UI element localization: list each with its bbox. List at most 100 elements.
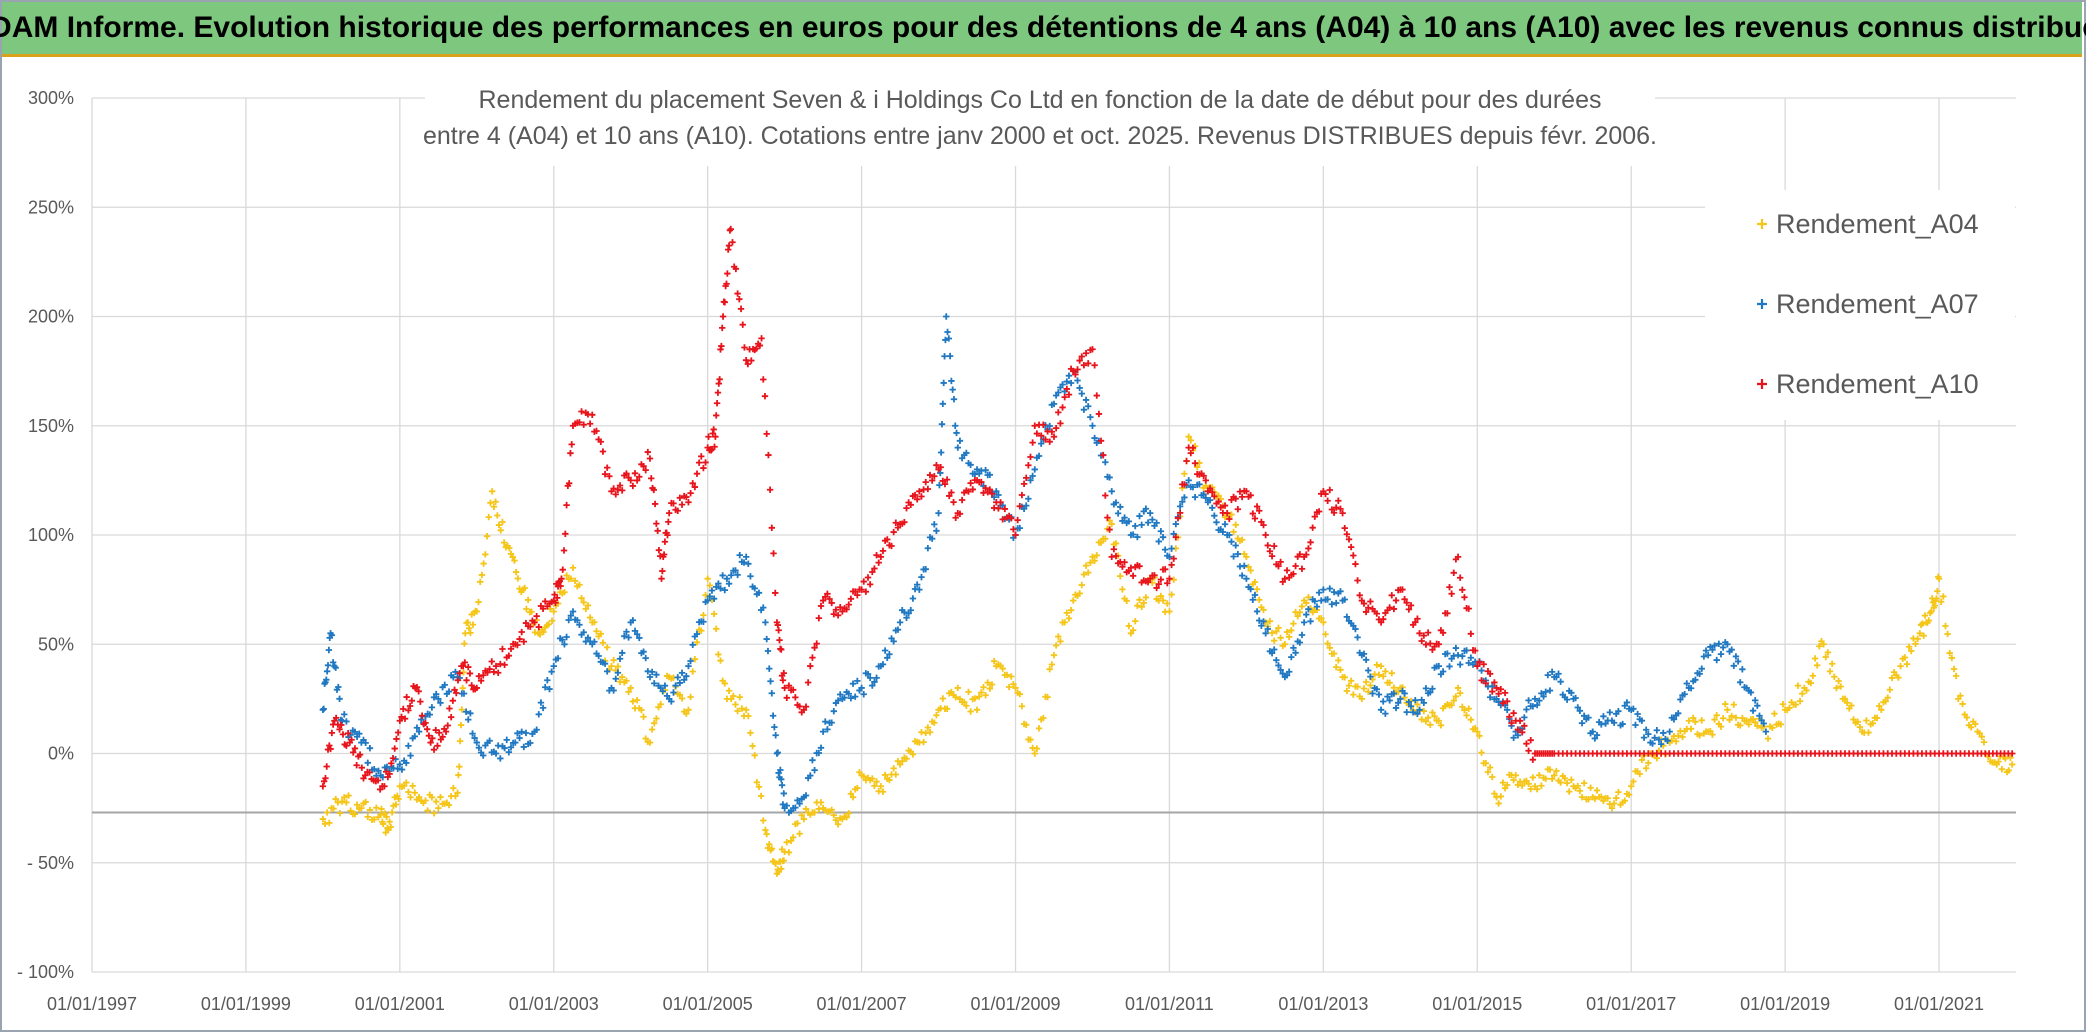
- data-point: [1452, 644, 1460, 652]
- legend[interactable]: Rendement_A04 Rendement_A07 Rendement_A10: [1705, 190, 2015, 420]
- data-point: [1311, 513, 1319, 520]
- data-point: [1482, 680, 1490, 687]
- data-point: [772, 860, 779, 867]
- data-point: [522, 729, 530, 737]
- data-point: [356, 751, 364, 758]
- data-point: [1362, 656, 1370, 664]
- report-banner: ADAM Informe. Evolution historique des p…: [0, 2, 2086, 57]
- data-point: [618, 649, 626, 657]
- data-point: [1407, 703, 1415, 710]
- data-point: [680, 676, 688, 684]
- data-point: [569, 564, 577, 571]
- data-point: [518, 728, 525, 736]
- data-point: [567, 449, 574, 457]
- data-point: [1138, 521, 1145, 529]
- data-point: [1298, 631, 1306, 639]
- data-point: [1529, 774, 1537, 781]
- data-point: [1751, 719, 1759, 726]
- data-point: [659, 567, 666, 575]
- data-point: [576, 581, 583, 588]
- data-point: [633, 696, 641, 704]
- data-point: [1067, 379, 1075, 387]
- data-point: [1692, 676, 1699, 684]
- data-point: [941, 353, 948, 360]
- data-point: [685, 662, 692, 670]
- data-point: [403, 759, 410, 767]
- data-point: [837, 691, 844, 698]
- data-point: [1277, 634, 1284, 642]
- data-point: [482, 551, 489, 558]
- data-point: [763, 635, 770, 643]
- x-tick-label: 01/01/1999: [201, 994, 291, 1014]
- data-point: [1087, 413, 1094, 421]
- data-point: [1373, 610, 1380, 617]
- data-point: [1427, 689, 1434, 696]
- data-point: [765, 451, 772, 459]
- data-point: [1046, 438, 1053, 445]
- data-point: [430, 810, 438, 817]
- data-point: [1544, 671, 1552, 679]
- data-point: [734, 290, 741, 297]
- data-point: [978, 478, 985, 486]
- data-point: [1012, 684, 1019, 692]
- data-point: [1025, 462, 1032, 469]
- data-point: [1161, 566, 1169, 573]
- data-point: [319, 783, 327, 790]
- legend-label-Rendement_A04[interactable]: Rendement_A04: [1776, 209, 1979, 239]
- data-point: [942, 336, 949, 344]
- data-point: [456, 737, 464, 745]
- data-point: [1245, 563, 1252, 571]
- data-point: [415, 794, 423, 801]
- data-point: [1268, 629, 1276, 637]
- data-point: [658, 575, 665, 582]
- data-point: [1110, 546, 1118, 553]
- data-point: [1018, 491, 1026, 499]
- data-point: [1157, 592, 1165, 600]
- data-point: [1405, 698, 1413, 706]
- data-point: [1536, 697, 1543, 704]
- data-point: [1444, 610, 1451, 617]
- data-point: [926, 471, 934, 479]
- data-point: [497, 755, 504, 762]
- data-point: [1886, 686, 1894, 693]
- data-point: [1183, 457, 1190, 465]
- data-point: [1129, 531, 1137, 538]
- data-point: [1181, 494, 1188, 501]
- data-point: [654, 527, 661, 535]
- data-point: [1326, 585, 1333, 592]
- data-point: [629, 482, 637, 490]
- data-point: [1324, 497, 1331, 504]
- data-point: [1621, 797, 1628, 804]
- data-point: [916, 586, 923, 593]
- data-point: [854, 677, 861, 685]
- data-point: [993, 488, 1000, 495]
- data-point: [535, 711, 542, 718]
- data-point: [1414, 615, 1421, 622]
- data-point: [1298, 603, 1306, 610]
- data-point: [953, 429, 960, 437]
- data-point: [1779, 701, 1787, 708]
- data-point: [1593, 787, 1601, 794]
- data-point: [939, 695, 947, 702]
- data-point: [892, 771, 900, 778]
- data-point: [931, 521, 938, 528]
- data-point: [1181, 470, 1188, 477]
- legend-label-Rendement_A10[interactable]: Rendement_A10: [1776, 369, 1979, 399]
- data-point: [732, 265, 740, 273]
- data-point: [924, 485, 932, 493]
- data-point: [610, 656, 617, 664]
- data-point: [753, 779, 761, 786]
- data-point: [907, 501, 914, 508]
- legend-label-Rendement_A07[interactable]: Rendement_A07: [1776, 289, 1979, 319]
- data-point: [941, 480, 949, 488]
- data-point: [1129, 572, 1137, 579]
- data-point: [1082, 350, 1090, 357]
- data-point: [586, 614, 594, 621]
- data-point: [1730, 662, 1738, 670]
- data-point: [1707, 728, 1714, 735]
- data-point: [1934, 587, 1941, 595]
- data-point: [778, 782, 786, 789]
- data-point: [828, 719, 835, 726]
- legend-backing: [1705, 190, 2015, 420]
- data-point: [1850, 716, 1857, 723]
